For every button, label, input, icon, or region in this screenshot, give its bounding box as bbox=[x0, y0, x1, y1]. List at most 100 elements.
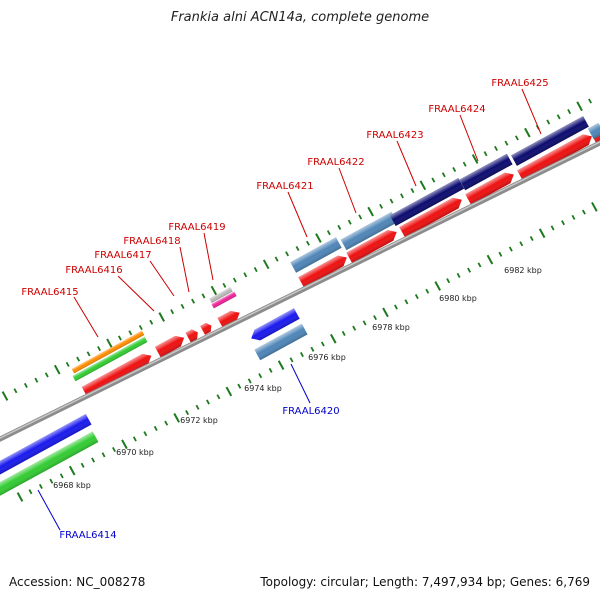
feature-fraal6414-green bbox=[0, 431, 99, 501]
major-tick bbox=[538, 228, 546, 239]
minor-tick bbox=[561, 220, 565, 226]
feature-fraal6423-top bbox=[389, 178, 465, 226]
minor-tick bbox=[59, 473, 64, 479]
gene-label-line bbox=[338, 167, 357, 214]
minor-tick bbox=[97, 346, 101, 352]
major-tick bbox=[225, 386, 233, 397]
minor-tick bbox=[91, 457, 96, 463]
backbone-highlight bbox=[0, 141, 600, 439]
major-tick bbox=[486, 254, 494, 265]
gene-label: FRAAL6422 bbox=[307, 157, 364, 168]
minor-tick bbox=[34, 377, 39, 383]
minor-tick bbox=[170, 309, 175, 315]
minor-tick bbox=[588, 98, 592, 104]
minor-tick bbox=[258, 373, 263, 379]
gene-label-line bbox=[396, 140, 417, 187]
minor-tick bbox=[400, 193, 404, 199]
minor-tick bbox=[504, 140, 509, 146]
minor-tick bbox=[253, 267, 258, 273]
minor-tick bbox=[379, 203, 384, 209]
gene-label-line bbox=[179, 246, 190, 293]
minor-tick bbox=[86, 351, 91, 357]
gene-label: FRAAL6415 bbox=[21, 287, 78, 298]
lower-tick-row bbox=[16, 201, 598, 502]
minor-tick bbox=[404, 299, 409, 305]
major-tick bbox=[158, 312, 165, 322]
minor-tick bbox=[128, 330, 133, 336]
minor-tick bbox=[362, 320, 367, 326]
minor-tick bbox=[153, 425, 158, 431]
gene-fraal6416 bbox=[154, 335, 185, 358]
gene-label: FRAAL6423 bbox=[366, 130, 423, 141]
minor-tick bbox=[289, 357, 294, 363]
minor-tick bbox=[337, 224, 342, 230]
genome-summary-text: Topology: circular; Length: 7,497,934 bp… bbox=[260, 575, 590, 589]
major-tick bbox=[53, 364, 61, 375]
minor-tick bbox=[581, 209, 586, 215]
gene-label: FRAAL6418 bbox=[123, 236, 180, 247]
scale-label: 6974 kbp bbox=[244, 384, 282, 393]
major-tick bbox=[16, 492, 24, 502]
minor-tick bbox=[508, 246, 513, 252]
major-tick bbox=[434, 281, 441, 291]
gene-label-line bbox=[290, 363, 311, 404]
scale-label: 6968 kbp bbox=[53, 481, 91, 490]
minor-tick bbox=[550, 225, 555, 231]
gene-label-line bbox=[117, 275, 155, 312]
major-tick bbox=[419, 180, 427, 191]
minor-tick bbox=[13, 388, 18, 394]
major-tick bbox=[315, 233, 322, 243]
scale-label: 6978 kbp bbox=[372, 323, 410, 332]
major-tick bbox=[173, 412, 180, 423]
minor-tick bbox=[358, 214, 363, 220]
minor-tick bbox=[117, 335, 122, 341]
minor-tick bbox=[180, 303, 185, 309]
minor-tick bbox=[326, 230, 331, 236]
minor-tick bbox=[394, 304, 398, 310]
minor-tick bbox=[243, 272, 248, 278]
gene-fraal6423 bbox=[399, 197, 462, 238]
gene-fraal6414 bbox=[0, 413, 92, 479]
minor-tick bbox=[195, 404, 200, 410]
gene-label: FRAAL6419 bbox=[168, 222, 225, 233]
minor-tick bbox=[519, 241, 524, 247]
gene-label-line bbox=[287, 191, 308, 238]
minor-tick bbox=[138, 324, 143, 331]
minor-tick bbox=[347, 219, 352, 225]
minor-tick bbox=[274, 256, 279, 262]
gene-label: FRAAL6424 bbox=[428, 104, 485, 115]
major-tick bbox=[210, 285, 218, 296]
major-tick bbox=[277, 360, 285, 370]
scale-label: 6972 kbp bbox=[180, 416, 218, 425]
minor-tick bbox=[452, 166, 457, 173]
minor-tick bbox=[389, 198, 394, 204]
minor-tick bbox=[546, 119, 551, 125]
minor-tick bbox=[310, 346, 315, 352]
gene-fraal6418 bbox=[200, 322, 212, 335]
minor-tick bbox=[80, 462, 85, 468]
feature-fraal6420-steel bbox=[254, 323, 308, 361]
minor-tick bbox=[498, 251, 503, 257]
major-tick bbox=[121, 439, 128, 450]
minor-tick bbox=[456, 272, 461, 278]
scale-labels: 6968 kbp 6970 kbp 6972 kbp 6974 kbp 6976 kbp… bbox=[53, 266, 542, 490]
minor-tick bbox=[222, 282, 227, 288]
minor-tick bbox=[285, 251, 290, 257]
gene-label-line bbox=[149, 260, 175, 297]
minor-tick bbox=[494, 145, 498, 151]
minor-tick bbox=[567, 109, 572, 115]
gene-labels: FRAAL6414 FRAAL6415 FRAAL6416 FRAAL6417 FRAA… bbox=[21, 78, 548, 541]
major-tick bbox=[68, 465, 76, 476]
feature-fraal6415-orange bbox=[71, 330, 145, 374]
minor-tick bbox=[143, 431, 148, 437]
minor-tick bbox=[44, 372, 49, 378]
gene-fraal6424 bbox=[465, 172, 514, 205]
minor-tick bbox=[571, 214, 576, 220]
feature-fraal6422-top bbox=[340, 211, 398, 251]
minor-tick bbox=[112, 446, 116, 453]
feature-fraal6425-top bbox=[511, 116, 589, 166]
minor-tick bbox=[373, 315, 378, 321]
scale-label: 6970 kbp bbox=[116, 448, 154, 457]
minor-tick bbox=[477, 262, 482, 268]
